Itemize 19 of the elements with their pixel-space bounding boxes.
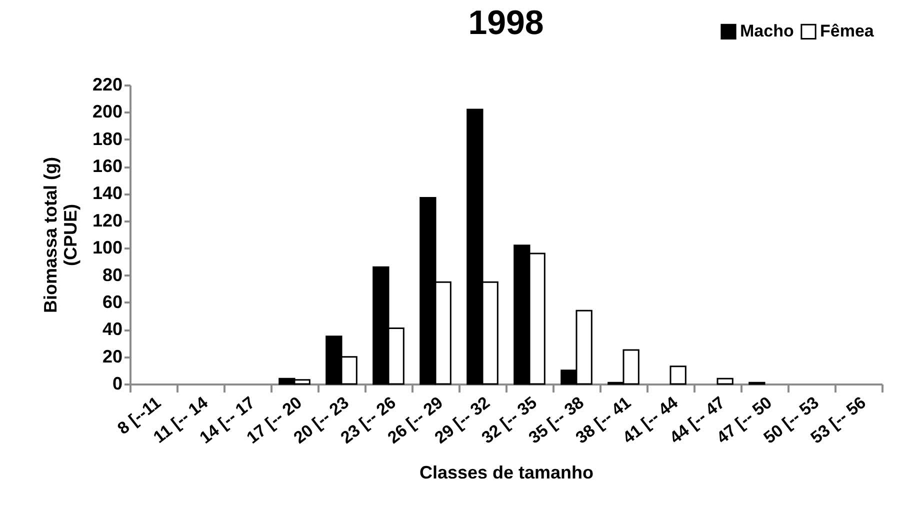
y-tick-label: 200: [92, 102, 122, 122]
bar: [716, 378, 734, 385]
bar: [670, 366, 686, 385]
y-tick-label: 120: [92, 210, 122, 230]
y-tick-label: 100: [92, 238, 122, 258]
legend-label: Macho: [740, 22, 794, 41]
y-axis-title: Biomassa total (g) (CPUE): [40, 156, 80, 314]
x-axis-title: Classes de tamanho: [419, 462, 594, 483]
chart-title: 1998: [468, 4, 544, 42]
y-tick-label: 60: [102, 292, 122, 312]
y-tick-label: 0: [112, 374, 122, 394]
y-tick-label: 180: [92, 128, 122, 149]
y-tick-label: 20: [102, 346, 122, 366]
legend-label: Fêmea: [820, 22, 874, 41]
y-tick-label: 160: [92, 156, 122, 176]
y-tick-label: 40: [102, 319, 122, 340]
y-tick-label: 140: [92, 183, 122, 204]
y-tick-label: 80: [102, 264, 122, 285]
y-tick-label: 220: [92, 74, 122, 94]
